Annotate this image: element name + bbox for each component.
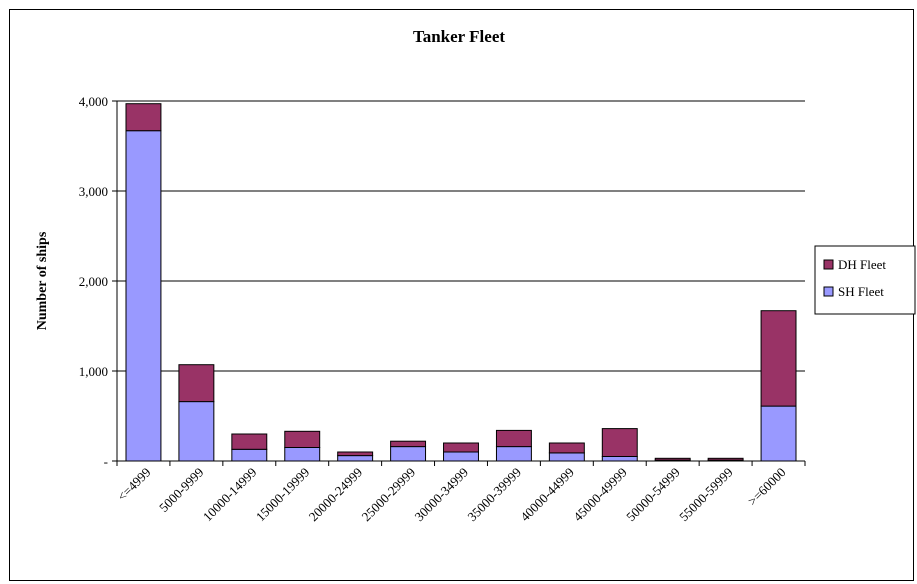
bar-dh-fleet — [495, 429, 532, 448]
bar-sh-fleet — [178, 401, 215, 462]
bar-sh-fleet — [760, 405, 797, 462]
bar-sh-fleet — [284, 447, 321, 462]
bar-sh-fleet — [231, 448, 268, 462]
gridlines — [117, 100, 805, 372]
bar-dh-fleet — [548, 442, 585, 454]
x-tick-label: 5000-9999 — [156, 465, 206, 515]
x-tick-label: >=60000 — [745, 465, 789, 509]
x-tick-label: 30000-34999 — [411, 465, 471, 525]
bar-dh-fleet — [707, 457, 744, 461]
y-axis-label: Number of ships — [35, 231, 50, 330]
y-tick-label: 1,000 — [79, 364, 108, 379]
legend-box — [814, 245, 916, 315]
bar-dh-fleet — [390, 440, 427, 448]
bar-dh-fleet — [178, 364, 215, 403]
bar-dh-fleet — [443, 442, 479, 453]
bar-dh-fleet — [337, 451, 374, 457]
x-tick-label: 15000-19999 — [253, 465, 313, 525]
legend: DH Fleet SH Fleet — [814, 245, 916, 315]
bar-sh-fleet — [443, 451, 479, 462]
x-tick-label: 20000-24999 — [306, 465, 366, 525]
chart-title: Tanker Fleet — [413, 27, 505, 46]
legend-swatch — [823, 259, 834, 270]
y-tick-label: 2,000 — [79, 274, 108, 289]
bar-sh-fleet — [495, 446, 532, 462]
bar-sh-fleet — [125, 130, 162, 462]
x-tick-label: 40000-44999 — [517, 465, 577, 525]
bar-dh-fleet — [284, 430, 321, 448]
y-tick-label: - — [104, 454, 108, 469]
bars — [125, 103, 797, 462]
x-tick-label: 35000-39999 — [464, 465, 524, 525]
legend-label: SH Fleet — [838, 284, 884, 299]
y-tick-label: 4,000 — [79, 94, 108, 109]
bar-sh-fleet — [390, 446, 427, 462]
x-tick-label: <=4999 — [114, 465, 153, 504]
bar-dh-fleet — [654, 457, 691, 461]
x-tick-label: 25000-29999 — [359, 465, 419, 525]
y-tick-label: 3,000 — [79, 184, 108, 199]
bar-sh-fleet — [337, 455, 374, 462]
bar-sh-fleet — [548, 452, 585, 462]
legend-swatch — [823, 286, 834, 297]
legend-label: DH Fleet — [838, 257, 886, 272]
bar-sh-fleet — [601, 456, 638, 462]
bar-dh-fleet — [125, 103, 162, 132]
bar-dh-fleet — [760, 310, 797, 407]
x-tick-label: 50000-54999 — [623, 465, 683, 525]
bar-dh-fleet — [231, 433, 268, 450]
x-tick-label: 10000-14999 — [200, 465, 260, 525]
x-tick-label: 55000-59999 — [676, 465, 736, 525]
bar-dh-fleet — [601, 428, 638, 458]
x-tick-label: 45000-49999 — [570, 465, 630, 525]
